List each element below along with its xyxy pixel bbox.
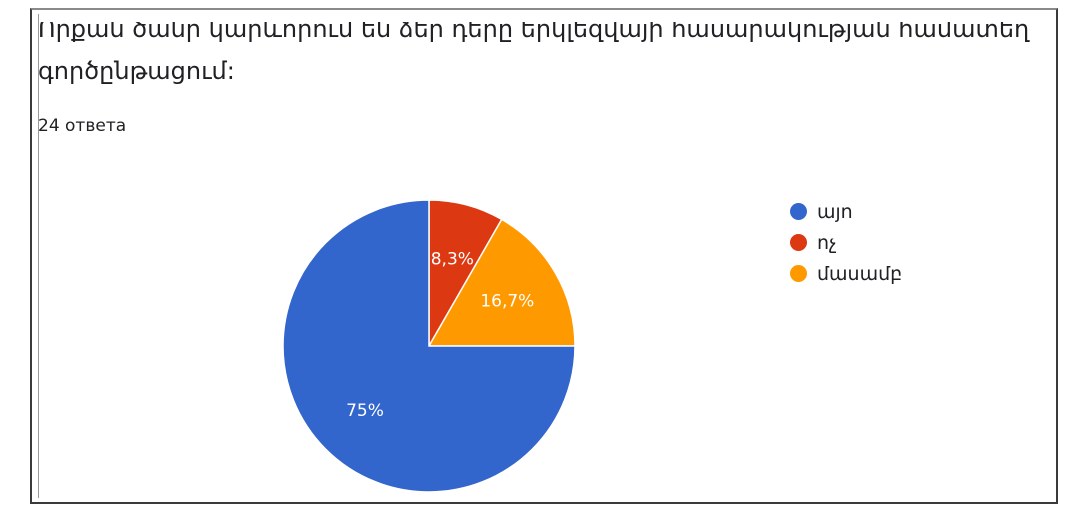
- legend-label-partially: մասամբ: [817, 262, 903, 285]
- question-title: Որքան ծանր կարևորում են ձեր դերը երկլեզվ…: [38, 22, 1058, 92]
- legend-swatch-partially: [790, 265, 807, 282]
- slice-label-no: 8,3%: [431, 250, 474, 270]
- slice-label-yes: 75%: [346, 401, 384, 421]
- pie-slice-partially[interactable]: [427, 218, 576, 347]
- legend-item-yes[interactable]: այո: [790, 196, 902, 227]
- slice-label-partially: 16,7%: [480, 292, 534, 312]
- legend-item-partially[interactable]: մասամբ: [790, 258, 902, 289]
- question-line-2: գործընթացում:: [38, 57, 235, 85]
- question-line-1: Որքան ծանր կարևորում են ձեր դերը երկլեզվ…: [38, 22, 1030, 43]
- legend: այո ոչ մասամբ: [790, 196, 902, 289]
- legend-item-no[interactable]: ոչ: [790, 227, 902, 258]
- legend-swatch-no: [790, 234, 807, 251]
- card-divider: [38, 14, 39, 498]
- legend-label-no: ոչ: [817, 231, 837, 254]
- response-count: 24 ответа: [38, 116, 127, 136]
- legend-swatch-yes: [790, 203, 807, 220]
- pie-slice-yes[interactable]: [282, 199, 576, 493]
- legend-label-yes: այո: [817, 200, 853, 223]
